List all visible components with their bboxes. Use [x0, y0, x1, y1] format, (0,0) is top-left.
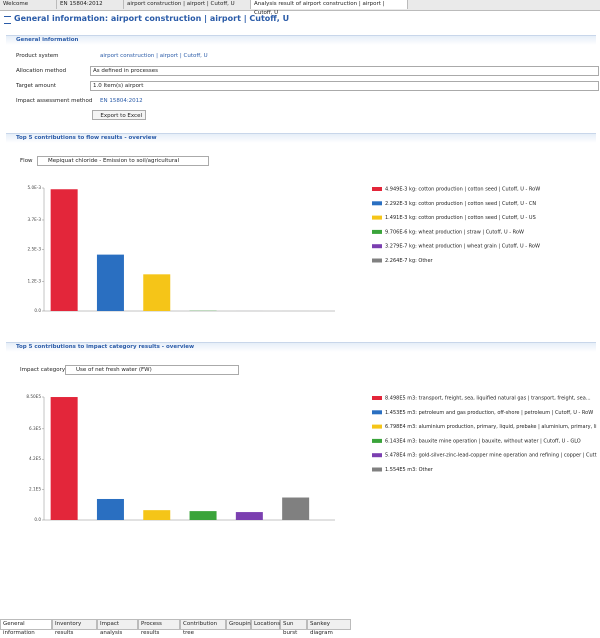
y-tick-label: 5.0E-3	[28, 185, 42, 190]
bottom-tab[interactable]: Grouping	[226, 619, 251, 630]
section-header[interactable]: General information	[6, 35, 596, 45]
legend-swatch	[372, 187, 382, 191]
bar	[236, 512, 263, 520]
legend-swatch	[372, 439, 382, 443]
bar	[51, 189, 78, 311]
section-header[interactable]: Top 5 contributions to impact category r…	[6, 342, 596, 352]
flow-chart: 0.0 1.2E-3 2.5E-3 3.7E-3 5.0E-3 4.949E-3 kg: …	[0, 178, 600, 328]
field-link[interactable]: airport construction | airport | Cutoff,…	[100, 53, 208, 59]
bottom-tab[interactable]: Contribution tree	[180, 619, 226, 630]
bottom-tab[interactable]: Sankey diagram	[307, 619, 351, 630]
section-header[interactable]: Top 5 contributions to flow results - ov…	[6, 133, 596, 143]
legend-swatch	[372, 230, 382, 234]
y-tick-label: 6.3E5	[29, 426, 41, 431]
legend-swatch	[372, 259, 382, 263]
y-tick-label: 2.5E-3	[28, 247, 42, 252]
legend-swatch	[372, 201, 382, 205]
tab[interactable]: Analysis result of airport construction …	[251, 0, 408, 9]
bottom-tab[interactable]: Sun burst	[280, 619, 307, 630]
y-tick-label: 0.0	[34, 308, 41, 313]
field-label: Product system	[16, 53, 59, 59]
legend-label: 5.478E4 m3: gold-silver-zinc-lead-copper…	[385, 453, 597, 459]
bottom-tab[interactable]: Inventory results	[52, 619, 97, 630]
bar	[97, 255, 124, 311]
legend-label: 6.143E4 m3: bauxite mine operation | bau…	[385, 438, 581, 444]
selector-value: Mepiquat chloride - Emission to soil/agr…	[40, 158, 179, 164]
bar	[282, 498, 309, 520]
bar	[143, 274, 170, 311]
y-tick-label: 4.2E5	[29, 456, 41, 461]
legend-swatch	[372, 468, 382, 472]
field-label: Allocation method	[16, 68, 66, 74]
legend-label: 2.264E-7 kg: Other	[385, 258, 434, 264]
legend-swatch	[372, 410, 382, 414]
flow-selector[interactable]: Mepiquat chloride - Emission to soil/agr…	[37, 156, 209, 166]
legend-label: 6.798E4 m3: aluminium production, primar…	[385, 424, 597, 430]
field-label: Impact assessment method	[16, 98, 92, 104]
field-input[interactable]: 1.0 Item(s) airport	[90, 81, 599, 91]
bar	[97, 499, 124, 520]
editor-title: General information: airport constructio…	[14, 14, 289, 23]
legend-label: 4.949E-3 kg: cotton production | cotton …	[385, 187, 540, 193]
selector-label: Flow	[20, 158, 33, 164]
legend-label: 8.498E5 m3: transport, freight, sea, liq…	[385, 396, 591, 402]
title-icon	[4, 16, 11, 24]
y-tick-label: 0.0	[34, 517, 41, 522]
impact-selector[interactable]: Use of net fresh water (FW)	[65, 365, 239, 375]
y-tick-label: 3.7E-3	[28, 217, 42, 222]
button-label: Export to Excel	[100, 113, 142, 119]
selector-value: Use of net fresh water (FW)	[68, 367, 152, 373]
legend-label: 2.292E-3 kg: cotton production | cotton …	[385, 201, 536, 207]
bar	[51, 397, 78, 520]
impact-chart: 0.0 2.1E5 4.2E5 6.3E5 8.50E5 8.498E5 m3: tran…	[0, 387, 600, 537]
bar	[190, 511, 217, 520]
legend-swatch	[372, 425, 382, 429]
legend-label: 3.279E-7 kg: wheat production | wheat gr…	[385, 244, 540, 250]
bar	[143, 510, 170, 520]
y-tick-label: 8.50E5	[26, 394, 41, 399]
legend-label: 1.554E5 m3: Other	[385, 467, 434, 473]
bottom-tab[interactable]: Impact analysis	[97, 619, 138, 630]
bottom-tab[interactable]: General information	[0, 619, 52, 630]
bottom-tab[interactable]: Locations	[251, 619, 280, 630]
selector-label: Impact category	[20, 367, 65, 373]
legend-swatch	[372, 244, 382, 248]
field-label: Target amount	[16, 83, 56, 89]
field-input[interactable]: As defined in processes	[90, 66, 599, 76]
tab[interactable]: airport construction | airport | Cutoff,…	[124, 0, 251, 9]
legend-swatch	[372, 216, 382, 220]
legend-label: 1.453E5 m3: petroleum and gas production…	[385, 410, 593, 416]
legend-swatch	[372, 396, 382, 400]
export-button[interactable]: Export to Excel	[92, 110, 146, 120]
y-tick-label: 1.2E-3	[28, 278, 42, 283]
tab[interactable]: Welcome	[0, 0, 57, 9]
y-tick-label: 2.1E5	[29, 487, 41, 492]
legend-swatch	[372, 453, 382, 457]
field-link[interactable]: EN 15804:2012	[100, 98, 143, 104]
legend-label: 1.491E-3 kg: cotton production | cotton …	[385, 215, 536, 221]
bottom-tab[interactable]: Process results	[138, 619, 180, 630]
legend-label: 9.706E-6 kg: wheat production | straw | …	[385, 229, 524, 235]
tab[interactable]: EN 15804:2012	[57, 0, 124, 9]
